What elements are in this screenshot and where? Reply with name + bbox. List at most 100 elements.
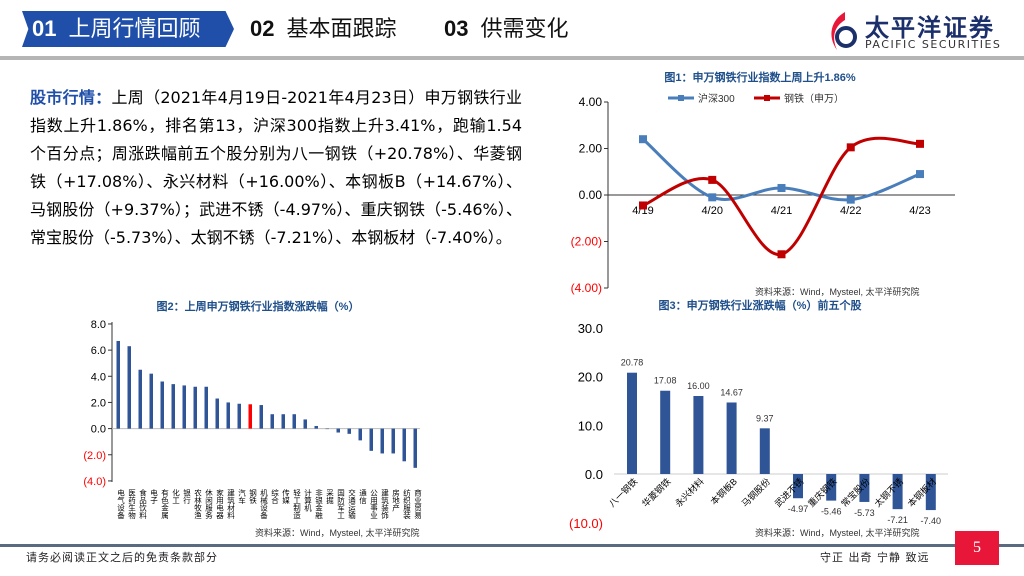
data-point	[916, 170, 924, 179]
y-tick-label: 6.0	[91, 345, 106, 357]
logo-icon	[831, 12, 857, 50]
data-label: -7.21	[887, 515, 908, 525]
data-label: 14.67	[720, 387, 743, 397]
bar	[693, 396, 704, 474]
x-tick-label: 电气设备	[116, 488, 125, 521]
bar	[402, 428, 406, 462]
bar	[127, 346, 131, 429]
bar	[413, 428, 417, 468]
market-summary: 股市行情：上周（2021年4月19日-2021年4月23日）申万钢铁行业指数上升…	[30, 84, 522, 252]
y-tick-label: 2.00	[579, 142, 603, 156]
data-point	[777, 184, 786, 193]
y-tick-label: 20.0	[578, 370, 603, 385]
bar	[793, 474, 803, 499]
x-tick-label: 4/21	[771, 205, 792, 217]
footer-motto: 守正 出奇 宁静 致远	[820, 551, 930, 564]
x-tick-label: 休闲服务	[204, 488, 213, 521]
data-point	[846, 195, 855, 204]
data-label: 16.00	[687, 381, 710, 391]
tab-number: 03	[444, 16, 469, 41]
bar	[726, 402, 737, 474]
tab-label: 上周行情回顾	[68, 17, 201, 42]
data-label: -4.97	[788, 504, 809, 514]
chart1-title: 图1：申万钢铁行业指数上周上升1.86%	[664, 70, 856, 84]
x-tick-label: 房地产	[391, 488, 400, 513]
bar	[627, 372, 637, 474]
x-tick-label: 建筑材料	[226, 488, 235, 521]
bar	[892, 474, 903, 510]
bar	[193, 386, 197, 429]
series-line	[642, 136, 921, 256]
bar	[138, 369, 142, 429]
x-tick-label: 机械设备	[259, 488, 268, 521]
legend-label: 钢铁（申万）	[784, 92, 844, 105]
page-number: 5	[955, 531, 999, 565]
x-tick-label: 4/19	[632, 205, 653, 217]
x-tick-label: 汽车	[237, 488, 246, 506]
data-label: 17.08	[654, 376, 677, 386]
x-tick-label: 华菱钢铁	[639, 476, 672, 509]
x-tick-label: 永兴材料	[673, 476, 706, 509]
y-tick-label: 30.0	[578, 321, 603, 336]
y-tick-label: 4.0	[91, 371, 106, 383]
y-tick-label: 8.0	[91, 319, 106, 331]
bar	[160, 381, 164, 429]
x-tick-label: 农林牧渔	[193, 488, 202, 520]
data-point	[639, 135, 647, 144]
bar	[660, 390, 671, 474]
x-tick-label: 4/20	[702, 205, 723, 217]
y-tick-label: 0.00	[579, 188, 603, 202]
data-point	[777, 250, 786, 259]
bar	[292, 414, 296, 429]
logo-en: PACIFIC SECURITIES	[865, 38, 1002, 51]
data-point	[708, 193, 717, 202]
y-tick-label: 10.0	[578, 418, 603, 433]
bar	[237, 403, 241, 429]
x-tick-label: 八一钢铁	[606, 476, 639, 509]
chart2-title: 图2：上周申万钢铁行业指数涨跌幅（%）	[157, 299, 360, 313]
chart2-source: 资料来源：Wind，Mysteel, 太平洋研究院	[255, 527, 420, 538]
x-tick-label: 4/23	[909, 205, 930, 217]
data-point	[916, 139, 924, 148]
tab-fundamentals[interactable]: 02 基本面跟踪	[250, 11, 397, 48]
header-divider	[0, 56, 1024, 60]
y-tick-label: (2.0)	[83, 450, 106, 462]
y-tick-label: 2.0	[91, 397, 106, 409]
x-tick-label: 公用事业	[369, 489, 378, 519]
bar	[759, 428, 770, 474]
tab-number: 01	[32, 16, 57, 41]
bar	[149, 373, 153, 429]
bar	[226, 402, 230, 429]
tab-weekly-review[interactable]: 01 上周行情回顾	[22, 11, 234, 47]
footer-divider	[0, 544, 1024, 547]
bar	[204, 386, 208, 429]
x-tick-label: 银行	[182, 489, 191, 506]
legend-marker	[764, 95, 770, 101]
x-tick-label: 传媒	[281, 488, 290, 506]
x-tick-label: 商业贸易	[413, 488, 422, 521]
y-tick-label: (4.0)	[83, 476, 106, 488]
x-tick-label: 化工	[171, 488, 180, 505]
y-tick-label: (2.00)	[571, 235, 602, 249]
footer-disclaimer: 请务必阅读正文之后的免责条款部分	[26, 551, 218, 564]
x-tick-label: 家用电器	[215, 488, 224, 521]
bar	[369, 428, 373, 451]
bar	[380, 428, 384, 454]
bar	[859, 474, 870, 502]
legend-marker	[678, 95, 684, 101]
bar	[270, 414, 274, 429]
tab-supply-demand[interactable]: 03 供需变化	[444, 11, 569, 48]
bar	[336, 428, 340, 433]
bar	[347, 428, 351, 434]
legend-label: 沪深300	[698, 92, 735, 105]
x-tick-label: 采掘	[325, 488, 334, 506]
x-tick-label: 非银金融	[314, 488, 323, 521]
x-tick-label: 钢铁	[248, 488, 257, 506]
bar	[358, 428, 362, 441]
bar	[248, 404, 252, 429]
x-tick-label: 建筑装饰	[380, 488, 389, 521]
x-tick-label: 本钢板B	[708, 476, 739, 507]
bar	[259, 405, 263, 429]
bar	[215, 398, 219, 429]
x-tick-label: 交通运输	[347, 488, 356, 521]
